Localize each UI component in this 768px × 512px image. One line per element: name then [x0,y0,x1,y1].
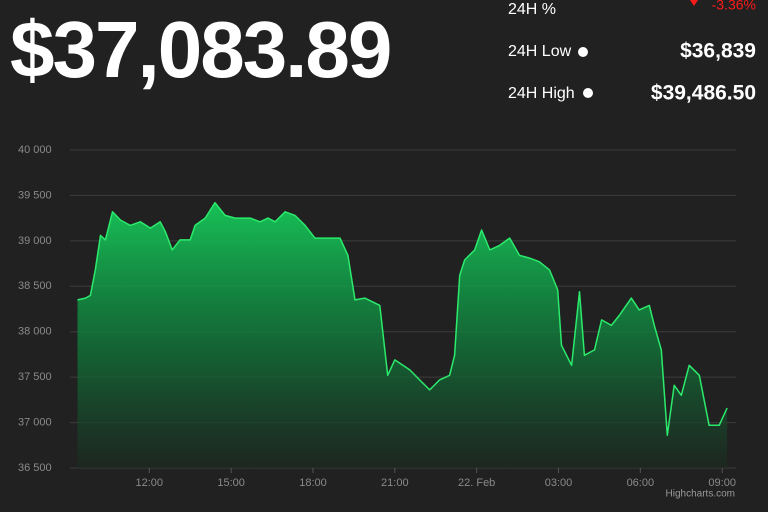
y-tick-label: 37 500 [18,371,52,383]
y-tick-label: 38 000 [18,326,52,338]
change-label: 24H % [508,1,556,18]
y-tick-label: 36 500 [18,462,52,474]
x-tick-label: 21:00 [381,477,409,489]
change-value: -3.36% [712,0,756,13]
x-tick-label: 06:00 [627,477,655,489]
x-tick-label: 18:00 [299,477,327,489]
low-label: 24H Low [508,43,572,60]
info-icon[interactable] [578,47,588,57]
low-value: $36,839 [680,40,756,63]
down-arrow [690,0,698,6]
x-tick-label: 15:00 [217,477,245,489]
x-tick-label: 09:00 [708,477,736,489]
area [77,202,728,468]
credits: Highcharts.com [666,489,735,500]
info-icon[interactable] [583,88,593,98]
plot: 36 500 37 000 37 500 38 000 38 500 39 000 39 5… [18,144,736,489]
high-value: $39,486.50 [651,82,756,105]
x-tick-label: 12:00 [136,477,164,489]
y-tick-label: 40 000 [18,144,52,156]
y-tick-label: 39 500 [18,189,52,201]
x-tick-label: 22. Feb [458,477,495,489]
high-label: 24H High [508,85,575,102]
x-tick-label: 03:00 [545,477,573,489]
y-tick-label: 38 500 [18,280,52,292]
y-tick-label: 39 000 [18,235,52,247]
price-line [77,201,728,437]
price: $37,083.89 [10,5,390,94]
y-tick-label: 37 000 [18,416,52,428]
